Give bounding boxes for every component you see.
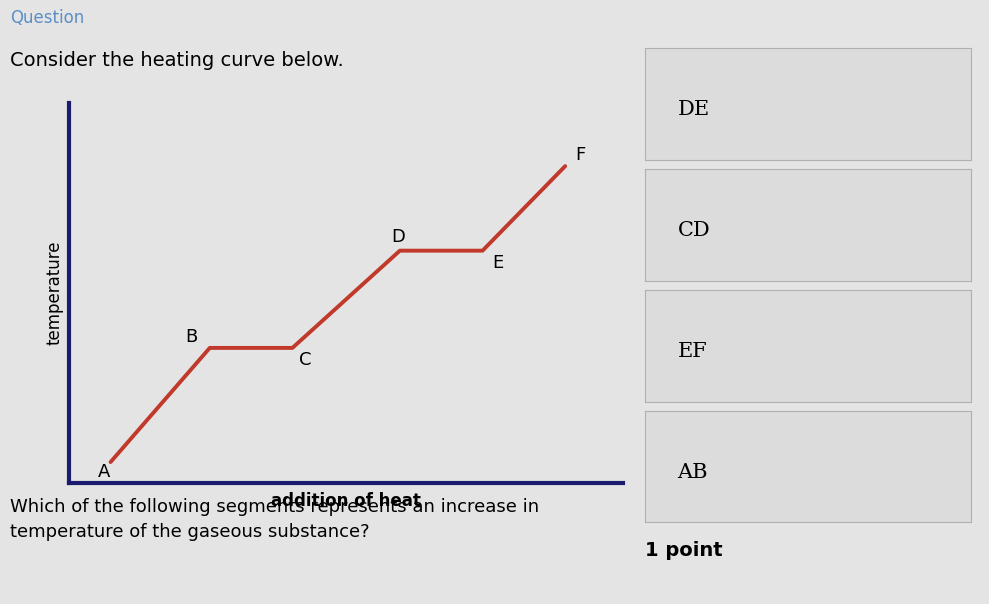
Text: D: D <box>392 228 405 246</box>
Y-axis label: temperature: temperature <box>45 240 63 345</box>
Text: CD: CD <box>677 221 710 240</box>
X-axis label: addition of heat: addition of heat <box>271 492 421 510</box>
Text: AB: AB <box>677 463 708 481</box>
Text: Which of the following segments represents an increase in
temperature of the gas: Which of the following segments represen… <box>10 498 539 541</box>
Text: EF: EF <box>677 342 707 361</box>
Text: F: F <box>576 146 585 164</box>
Text: B: B <box>185 327 197 345</box>
Text: Consider the heating curve below.: Consider the heating curve below. <box>10 51 343 70</box>
Text: E: E <box>493 254 503 272</box>
Text: DE: DE <box>677 100 709 119</box>
Text: A: A <box>98 463 111 481</box>
Text: C: C <box>299 351 312 369</box>
Text: Question: Question <box>10 9 84 27</box>
Text: 1 point: 1 point <box>645 541 722 559</box>
